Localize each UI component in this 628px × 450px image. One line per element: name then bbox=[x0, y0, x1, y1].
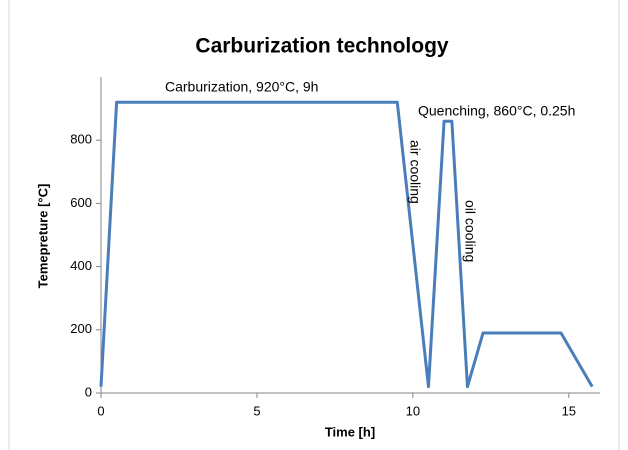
annotation: air cooling bbox=[407, 140, 423, 204]
y-tick-label: 0 bbox=[85, 384, 92, 399]
x-axis-label: Time [h] bbox=[325, 424, 375, 439]
chart-title: Carburization technology bbox=[195, 35, 449, 58]
x-tick-label: 10 bbox=[406, 403, 420, 418]
y-tick-label: 800 bbox=[70, 132, 92, 147]
y-tick-label: 600 bbox=[70, 195, 92, 210]
y-tick-label: 400 bbox=[70, 258, 92, 273]
annotation: Carburization, 920°C, 9h bbox=[165, 79, 318, 95]
annotation: oil cooling bbox=[462, 200, 478, 262]
chart-frame bbox=[8, 0, 620, 450]
x-tick-label: 15 bbox=[562, 403, 576, 418]
annotation: Quenching, 860°C, 0.25h bbox=[418, 103, 575, 119]
y-tick-label: 200 bbox=[70, 321, 92, 336]
x-tick-label: 5 bbox=[253, 403, 260, 418]
x-tick-label: 0 bbox=[97, 403, 104, 418]
y-axis-label: Temepreture [°C] bbox=[35, 184, 50, 289]
data-line bbox=[99, 100, 594, 389]
